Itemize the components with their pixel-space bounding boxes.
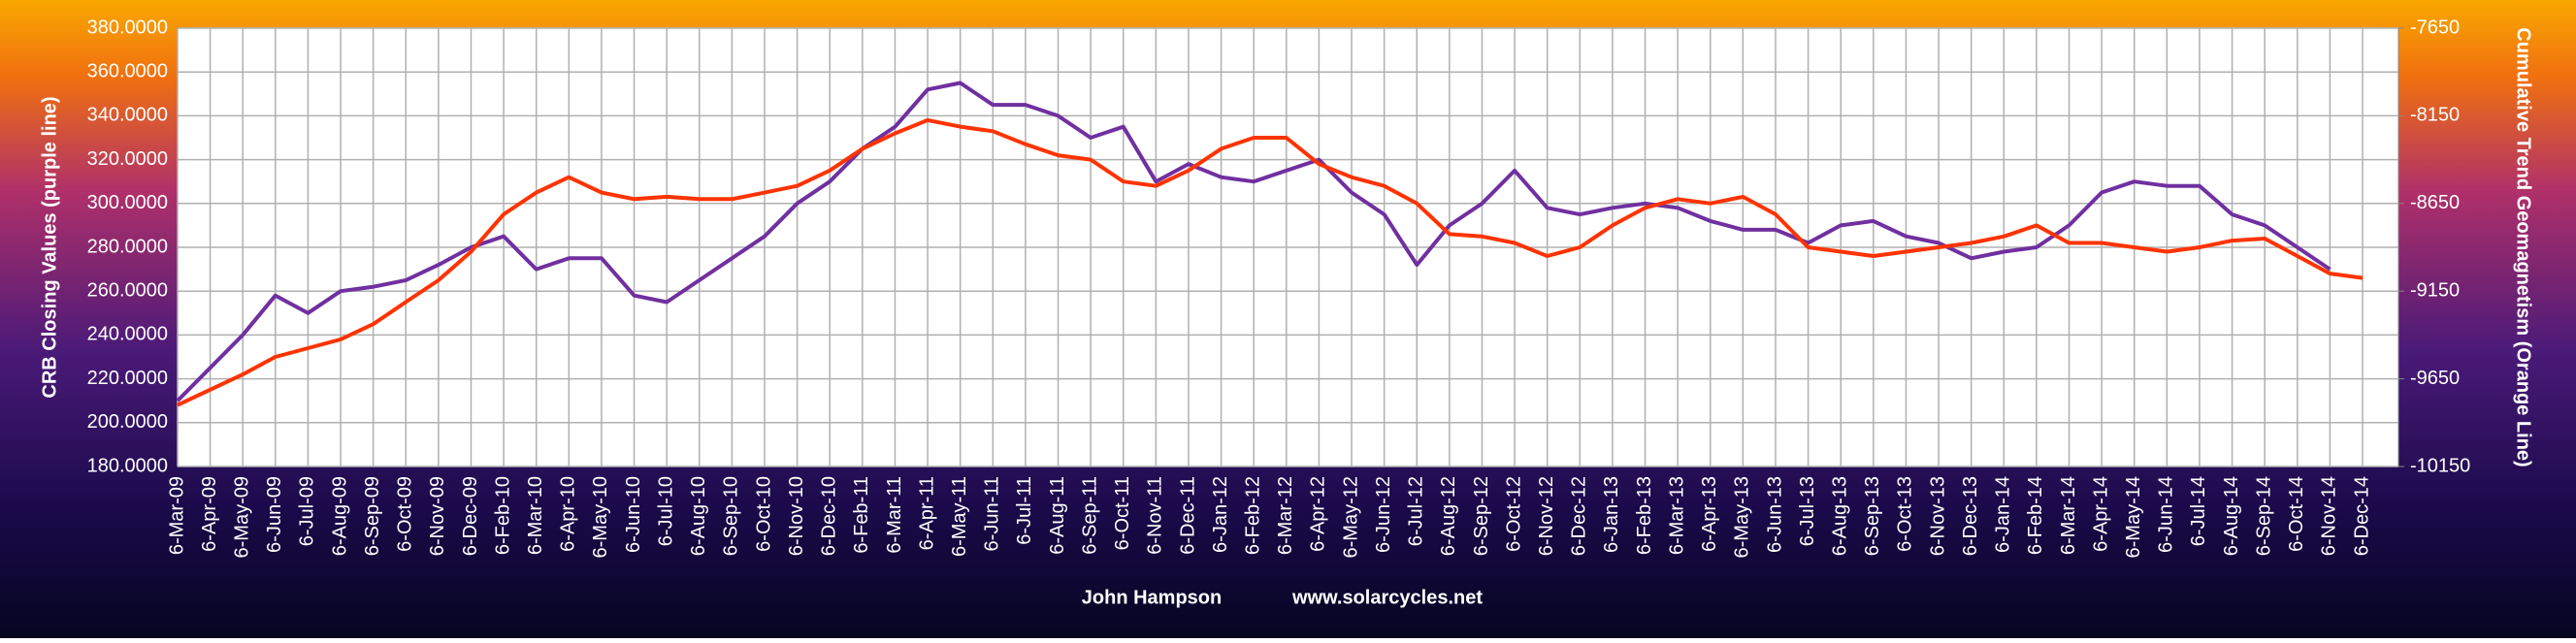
x-tick-label: 6-Aug-13 xyxy=(1830,476,1851,556)
x-tick-label: 6-Sep-13 xyxy=(1862,476,1883,556)
x-tick-label: 6-Jun-10 xyxy=(623,476,644,553)
x-tick-label: 6-Jun-11 xyxy=(982,476,1003,551)
x-tick-label: 6-Dec-14 xyxy=(2351,476,2372,556)
x-tick-label: 6-Aug-09 xyxy=(329,476,350,556)
x-tick-label: 6-Jan-14 xyxy=(1993,476,2014,553)
x-tick-label: 6-Oct-11 xyxy=(1112,476,1133,550)
x-tick-label: 6-Apr-13 xyxy=(1699,476,1720,552)
x-tick-label: 6-Mar-14 xyxy=(2058,476,2079,555)
y-tick-label: 340.0000 xyxy=(87,105,168,126)
y-tick-label: 360.0000 xyxy=(87,60,168,81)
x-tick-label: 6-May-09 xyxy=(232,476,253,558)
x-tick-label: 6-Feb-14 xyxy=(2025,476,2046,555)
x-tick-label: 6-Mar-10 xyxy=(525,476,546,555)
y2-tick-label: -9650 xyxy=(2410,368,2460,389)
x-tick-label: 6-Aug-12 xyxy=(1438,476,1459,556)
x-tick-label: 6-Nov-14 xyxy=(2319,476,2340,556)
x-tick-label: 6-Sep-12 xyxy=(1471,476,1492,556)
x-tick-label: 6-Jul-09 xyxy=(297,476,318,546)
x-tick-label: 6-Aug-11 xyxy=(1047,476,1068,555)
x-tick-label: 6-May-13 xyxy=(1732,476,1753,558)
x-tick-label: 6-Dec-12 xyxy=(1569,476,1590,556)
y-tick-label: 220.0000 xyxy=(87,368,168,389)
x-tick-label: 6-Feb-12 xyxy=(1242,476,1263,555)
x-tick-label: 6-Sep-14 xyxy=(2253,476,2274,556)
x-tick-label: 6-Oct-14 xyxy=(2286,476,2307,552)
y-tick-label: 260.0000 xyxy=(87,279,168,301)
y-axis-title: CRB Closing Values (purple line) xyxy=(39,96,60,398)
y-tick-label: 240.0000 xyxy=(87,324,168,345)
x-tick-label: 6-Jan-12 xyxy=(1210,476,1231,553)
x-tick-label: 6-Aug-14 xyxy=(2221,476,2242,556)
x-tick-label: 6-Jul-12 xyxy=(1406,476,1427,546)
x-tick-label: 6-May-11 xyxy=(949,476,970,557)
x-tick-label: 6-Mar-13 xyxy=(1666,476,1687,555)
x-tick-label: 6-Jul-11 xyxy=(1014,476,1035,545)
x-tick-label: 6-Aug-10 xyxy=(688,476,709,556)
x-tick-label: 6-Oct-09 xyxy=(395,476,416,552)
x-tick-label: 6-May-14 xyxy=(2123,476,2144,558)
y-tick-label: 320.0000 xyxy=(87,148,168,170)
x-tick-label: 6-Apr-12 xyxy=(1308,476,1329,552)
x-tick-label: 6-Jun-12 xyxy=(1373,476,1394,553)
x-tick-label: 6-Sep-11 xyxy=(1079,476,1100,555)
x-tick-label: 6-Dec-09 xyxy=(460,476,481,556)
y2-tick-label: -10150 xyxy=(2410,455,2470,476)
y2-tick-label: -8650 xyxy=(2410,192,2460,213)
x-tick-label: 6-Jul-10 xyxy=(655,476,676,546)
x-tick-label: 6-Mar-12 xyxy=(1275,476,1296,555)
x-tick-label: 6-Jan-13 xyxy=(1601,476,1622,553)
y2-tick-label: -9150 xyxy=(2410,279,2460,301)
x-tick-label: 6-Nov-11 xyxy=(1145,476,1166,555)
x-tick-label: 6-Dec-11 xyxy=(1177,476,1198,555)
y-tick-label: 200.0000 xyxy=(87,411,168,433)
x-tick-label: 6-Feb-10 xyxy=(492,476,513,555)
x-tick-label: 6-Oct-13 xyxy=(1895,476,1916,552)
x-tick-label: 6-Jul-14 xyxy=(2188,476,2209,546)
x-tick-label: 6-Dec-10 xyxy=(819,476,840,556)
x-tick-label: 6-Nov-12 xyxy=(1536,476,1557,556)
x-tick-label: 6-Feb-11 xyxy=(851,476,872,554)
x-tick-label: 6-Nov-09 xyxy=(427,476,448,556)
x-tick-label: 6-Jun-09 xyxy=(264,476,285,553)
x-tick-label: 6-Nov-10 xyxy=(786,476,807,556)
x-tick-label: 6-Oct-12 xyxy=(1503,476,1524,552)
x-tick-label: 6-Apr-09 xyxy=(199,476,220,552)
credit: John Hampson xyxy=(1082,587,1222,608)
y-tick-label: 380.0000 xyxy=(87,16,168,38)
x-tick-label: 6-Mar-11 xyxy=(884,476,905,554)
x-tick-label: 6-Apr-11 xyxy=(916,476,937,550)
x-tick-label: 6-May-12 xyxy=(1340,476,1361,558)
x-tick-label: 6-Oct-10 xyxy=(753,476,774,552)
x-tick-label: 6-Feb-13 xyxy=(1634,476,1655,555)
y2-tick-label: -7650 xyxy=(2410,16,2460,38)
x-tick-label: 6-Nov-13 xyxy=(1927,476,1948,556)
data-line xyxy=(177,117,2364,407)
data-line xyxy=(176,80,2331,402)
y2-tick-label: -8150 xyxy=(2410,105,2460,126)
x-tick-label: 6-Jul-13 xyxy=(1797,476,1818,546)
credit: www.solarcycles.net xyxy=(1291,587,1483,608)
x-tick-label: 6-Jun-13 xyxy=(1764,476,1785,553)
x-tick-label: 6-Mar-09 xyxy=(166,476,187,555)
x-tick-label: 6-May-10 xyxy=(590,476,611,558)
x-tick-label: 6-Sep-09 xyxy=(362,476,383,556)
y-tick-label: 300.0000 xyxy=(87,192,168,213)
x-tick-label: 6-Dec-13 xyxy=(1960,476,1981,556)
x-tick-label: 6-Jun-14 xyxy=(2156,476,2177,553)
y-tick-label: 180.0000 xyxy=(87,455,168,476)
y2-axis-title: Cumulative Trend Geomagnetism (Orange Li… xyxy=(2513,27,2534,466)
x-tick-label: 6-Apr-10 xyxy=(558,476,579,552)
x-tick-label: 6-Apr-14 xyxy=(2090,476,2111,552)
x-tick-label: 6-Sep-10 xyxy=(721,476,742,556)
y-tick-label: 280.0000 xyxy=(87,236,168,257)
